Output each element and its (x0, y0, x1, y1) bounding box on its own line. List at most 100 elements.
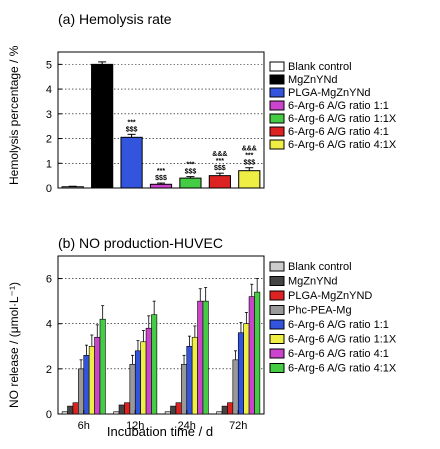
panel-b-legend-swatch (269, 261, 285, 272)
panel-b-grid (58, 278, 264, 370)
panel-b-bar (99, 318, 106, 415)
panel-a-significance-mark: $$$ (185, 169, 197, 176)
panel-a-legend-label: PLGA-MgZnYNd (288, 87, 371, 99)
panel-b-x-tick-label: 24h (178, 420, 196, 432)
panel-a-legend-label: 6-Arg-6 A/G ratio 4:1X (288, 139, 397, 151)
panel-b-bar (145, 327, 152, 415)
panel-b-bar (243, 323, 250, 415)
panel-b-legend: Blank control MgZnYNd PLGA-MgZnYND Phc-PEA-… (269, 261, 397, 375)
panel-a-bars: ***$$$***$$$***$$$&&&***$$$&&&***$$$ (61, 61, 261, 189)
panel-b-legend-label: 6-Arg-6 A/G ratio 4:1 (288, 348, 389, 360)
panel-b-bar (67, 405, 74, 415)
panel-b-y-tick-label: 2 (46, 364, 52, 376)
panel-a-legend-label: MgZnYNd (288, 74, 338, 86)
panel-a-y-tick-label: 3 (46, 109, 52, 121)
panel-a-legend-swatch (269, 100, 285, 111)
panel-b-bar (118, 404, 125, 415)
panel-b-plot-frame (57, 255, 265, 415)
panel-b-bar (61, 411, 68, 415)
panel-b-legend-swatch (269, 276, 285, 286)
panel-b-y-tick-label: 6 (46, 274, 52, 286)
panel-b-legend-swatch (269, 348, 285, 359)
panel-a-significance-mark: $$$ (126, 126, 138, 133)
panel-b-bar (232, 359, 239, 415)
panel-a-significance-mark: *** (127, 119, 135, 126)
panel-a-significance-mark: &&& (212, 151, 227, 158)
panel-b-bar (164, 411, 171, 415)
panel-a-significance-mark: &&& (242, 146, 257, 153)
panel-a-legend-swatch (269, 61, 285, 72)
panel-b-bar (202, 300, 209, 415)
panel-b-y-tick-label: 4 (46, 319, 52, 331)
panel-b-legend-swatch (269, 305, 285, 315)
panel-a-significance-mark: $$$ (214, 165, 226, 172)
panel-b-bar (181, 364, 188, 415)
panel-b-legend-swatch (269, 290, 285, 301)
panel-b-y-tick-label: 0 (46, 409, 52, 421)
panel-b-legend-label: Blank control (288, 261, 352, 273)
panel-a-legend-label: 6-Arg-6 A/G ratio 1:1X (288, 113, 397, 125)
panel-b-legend-swatch (269, 334, 285, 344)
panel-b-bar (237, 332, 244, 415)
panel-a-legend: Blank controlMgZnYNdPLGA-MgZnYNd6-Arg-6 … (269, 61, 397, 151)
panel-b-bar (72, 402, 79, 415)
panel-a-bar (238, 170, 261, 189)
panel-b-bar (191, 336, 198, 415)
panel-b-bar (78, 368, 85, 415)
panel-b-title: (b) NO production-HUVEC (58, 235, 223, 251)
panel-b-bar (129, 364, 136, 415)
panel-b-ylabel: NO release / (μmol·L⁻¹) (7, 282, 21, 408)
panel-a-y-tick-label: 2 (46, 134, 52, 146)
panel-a-legend-label: 6-Arg-6 A/G ratio 1:1 (288, 100, 389, 112)
panel-a-significance-mark: *** (216, 158, 224, 165)
panel-b-legend-swatch (269, 363, 285, 373)
panel-a-legend-swatch (269, 113, 285, 124)
panel-a-bar (208, 175, 231, 189)
panel-a-legend-swatch (269, 87, 285, 98)
panel-a-bar (61, 186, 84, 189)
panel-b-bar (113, 411, 120, 415)
panel-a-ylabel: Hemolysis percentage / % (7, 45, 21, 185)
panel-a-legend-swatch (269, 139, 285, 150)
panel-a-title: (a) Hemolysis rate (58, 11, 172, 27)
panel-a-legend-label: 6-Arg-6 A/G ratio 4:1 (288, 126, 389, 138)
panel-a-bar (91, 63, 114, 189)
panel-b-bar (134, 350, 141, 415)
panel-a-y-tick-label: 5 (46, 59, 52, 71)
panel-b-x-axis: 6h 12h 24h 72h (78, 410, 247, 432)
panel-b-bar (140, 341, 147, 415)
panel-b-legend-swatch (269, 319, 285, 330)
panel-a-significance-mark: *** (186, 162, 194, 169)
panel-b-legend-label: 6-Arg-6 A/G ratio 4:1X (288, 363, 397, 375)
panel-b-bar (83, 355, 90, 415)
panel-b-x-tick-label: 72h (229, 420, 247, 432)
panel-b-legend-label: PLGA-MgZnYND (288, 290, 372, 302)
panel-b-bar (227, 402, 234, 415)
panel-a-y-tick-label: 4 (46, 84, 52, 96)
panel-no-production: (b) NO production-HUVEC NO release / (μm… (7, 235, 397, 439)
panel-b-xlabel: Incubation time / d (107, 424, 213, 439)
panel-b-bar (254, 291, 261, 415)
panel-b-bars (61, 278, 261, 415)
panel-a-bar (179, 177, 202, 189)
panel-a-y-tick-label: 0 (46, 183, 52, 195)
panel-b-legend-label: MgZnYNd (288, 276, 338, 288)
panel-b-bar (94, 336, 101, 415)
panel-a-legend-label: Blank control (288, 61, 352, 73)
panel-a-bar (120, 136, 143, 189)
panel-b-legend-label: Phc-PEA-Mg (288, 305, 352, 317)
panel-b-bar (197, 300, 204, 415)
panel-a-legend-swatch (269, 126, 285, 137)
panel-a-significance-mark: *** (245, 153, 253, 160)
panel-b-bar (124, 402, 131, 415)
panel-b-bar (175, 402, 182, 415)
panel-b-bar (170, 405, 177, 415)
panel-b-bar (216, 411, 223, 415)
panel-a-y-axis: 0 1 2 3 4 5 (46, 59, 62, 195)
panel-b-x-tick-label: 6h (78, 420, 90, 432)
panel-b-bar (186, 345, 193, 415)
panel-a-grid (58, 64, 264, 164)
panel-b-legend-label: 6-Arg-6 A/G ratio 1:1X (288, 334, 397, 346)
panel-b-legend-label: 6-Arg-6 A/G ratio 1:1 (288, 319, 389, 331)
